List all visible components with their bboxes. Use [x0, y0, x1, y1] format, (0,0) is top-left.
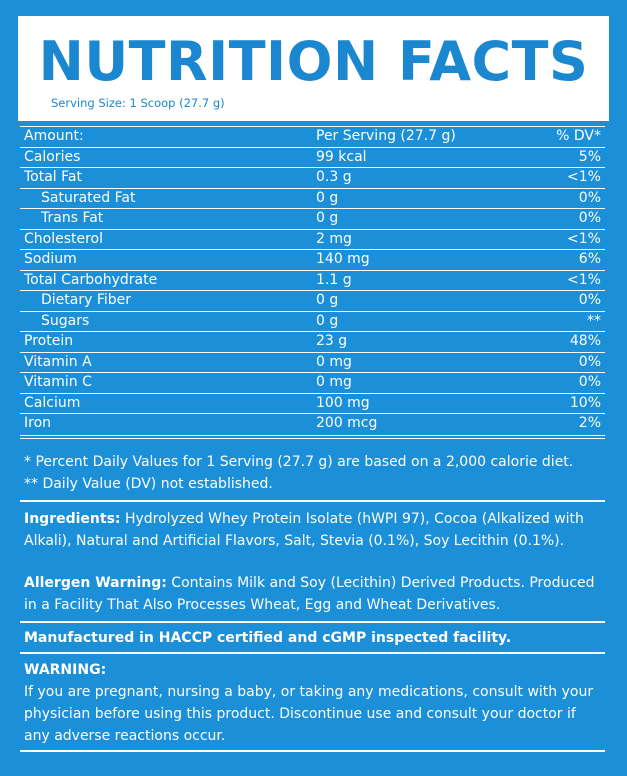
warning-label: WARNING: — [24, 662, 107, 678]
table-cell: 1.1 g — [316, 271, 352, 288]
table-row: Vitamin C 0 mg 0% — [20, 373, 605, 394]
allergen-label: Allergen Warning: — [24, 575, 167, 591]
table-cell: 0% — [578, 189, 601, 206]
table-row: Total Carbohydrate 1.1 g <1% — [20, 271, 605, 291]
table-cell: 0% — [578, 292, 601, 308]
table-cell: 0 g — [316, 210, 339, 226]
ingredients-text: Hydrolyzed Whey Protein Isolate (hWPI 97… — [24, 511, 584, 549]
ingredients: Ingredients: Hydrolyzed Whey Protein Iso… — [24, 508, 606, 552]
table-cell: Total Carbohydrate — [24, 271, 158, 288]
table-row: Calories 99 kcal 5% — [20, 148, 605, 168]
allergen: Allergen Warning: Contains Milk and Soy … — [24, 572, 606, 616]
header-box: NUTRITION FACTS Serving Size: 1 Scoop (2… — [18, 16, 609, 121]
table-cell: Dietary Fiber — [41, 292, 132, 308]
allergen-text: Contains Milk and Soy (Lecithin) Derived… — [24, 575, 595, 613]
table-cell: 0% — [578, 374, 601, 390]
table-cell: Cholesterol — [24, 230, 104, 247]
divider — [20, 652, 605, 654]
table-cell: <1% — [567, 271, 601, 288]
table-cell: 0% — [578, 353, 601, 370]
nutrition-table: Amount: Per Serving (27.7 g) % DV* Calories… — [20, 126, 605, 439]
table-cell: Vitamin A — [24, 353, 92, 370]
table-cell: Vitamin C — [24, 374, 92, 390]
table-row: Saturated Fat 0 g 0% — [20, 189, 605, 209]
table-cell: 99 kcal — [316, 148, 367, 165]
table-header-row: Amount: Per Serving (27.7 g) % DV* — [20, 126, 605, 148]
table-cell: Sodium — [24, 251, 77, 267]
table-cell: ** — [587, 312, 601, 329]
table-cell: Sugars — [41, 312, 90, 329]
table-row: Cholesterol 2 mg <1% — [20, 230, 605, 250]
table-cell: 5% — [578, 148, 601, 165]
table-row: Total Fat 0.3 g <1% — [20, 168, 605, 189]
table-cell: 0.3 g — [316, 169, 352, 185]
column-header: % DV* — [556, 128, 601, 144]
warning-text: If you are pregnant, nursing a baby, or … — [24, 684, 594, 744]
table-cell: <1% — [567, 169, 601, 185]
footnotes: * Percent Daily Values for 1 Serving (27… — [24, 451, 606, 495]
table-cell: 2 mg — [316, 230, 352, 247]
table-cell: 0 mg — [316, 353, 352, 370]
table-cell: Protein — [24, 333, 74, 349]
manufactured: Manufactured in HACCP certified and cGMP… — [24, 627, 606, 649]
table-row: Sodium 140 mg 6% — [20, 250, 605, 271]
table-cell: 0 g — [316, 292, 339, 308]
footnote: * Percent Daily Values for 1 Serving (27… — [24, 454, 574, 470]
divider — [20, 750, 605, 752]
table-cell: 48% — [569, 333, 601, 349]
table-row: Calcium 100 mg 10% — [20, 394, 605, 414]
table-cell: Saturated Fat — [41, 189, 136, 206]
table-row: Protein 23 g 48% — [20, 332, 605, 353]
table-cell: 0 mg — [316, 374, 352, 390]
warning: WARNING: If you are pregnant, nursing a b… — [24, 659, 606, 747]
table-cell: <1% — [567, 230, 601, 247]
table-cell: 0 g — [316, 189, 339, 206]
table-cell: 100 mg — [316, 394, 370, 411]
table-cell: 10% — [569, 394, 601, 411]
table-row: Sugars 0 g ** — [20, 312, 605, 332]
table-cell: Trans Fat — [41, 210, 104, 226]
column-header: Per Serving (27.7 g) — [316, 128, 456, 144]
divider — [20, 500, 605, 502]
ingredients-label: Ingredients: — [24, 511, 121, 527]
manufactured-text: Manufactured in HACCP certified and cGMP… — [24, 630, 512, 646]
footnote: ** Daily Value (DV) not established. — [24, 476, 273, 492]
table-cell: 0 g — [316, 312, 339, 329]
serving-size: Serving Size: 1 Scoop (27.7 g) — [51, 96, 225, 110]
table-cell: 200 mcg — [316, 415, 378, 431]
divider — [20, 621, 605, 623]
table-cell: Calcium — [24, 394, 81, 411]
table-cell: 0% — [578, 210, 601, 226]
table-cell: Calories — [24, 148, 81, 165]
table-cell: 2% — [578, 415, 601, 431]
table-cell: 23 g — [316, 333, 348, 349]
column-header: Amount: — [24, 128, 84, 144]
title: NUTRITION FACTS — [38, 30, 589, 93]
table-row: Dietary Fiber 0 g 0% — [20, 291, 605, 312]
table-cell: Total Fat — [24, 169, 82, 185]
table-cell: 140 mg — [316, 251, 370, 267]
table-cell: Iron — [24, 415, 52, 431]
table-row: Trans Fat 0 g 0% — [20, 209, 605, 230]
table-cell: 6% — [578, 251, 601, 267]
table-row: Iron 200 mcg 2% — [20, 414, 605, 439]
table-row: Vitamin A 0 mg 0% — [20, 353, 605, 373]
